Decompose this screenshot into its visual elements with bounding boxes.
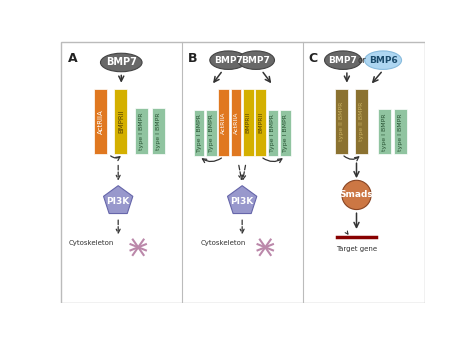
Text: BMPRII: BMPRII: [258, 112, 263, 133]
Text: BMP7: BMP7: [106, 58, 137, 68]
Text: Smads: Smads: [340, 190, 374, 199]
Bar: [394, 109, 407, 154]
Text: Target gene: Target gene: [336, 246, 377, 252]
Ellipse shape: [237, 51, 274, 70]
Text: B: B: [188, 52, 198, 65]
Text: C: C: [309, 52, 318, 65]
Text: Type I BMPR: Type I BMPR: [283, 114, 288, 152]
Text: or: or: [358, 56, 366, 65]
Text: BMP7: BMP7: [242, 56, 271, 65]
Text: type I BMPR: type I BMPR: [139, 112, 144, 150]
Text: Type I BMPR: Type I BMPR: [271, 114, 275, 152]
Text: ActRIIA: ActRIIA: [221, 112, 226, 134]
Bar: [267, 110, 278, 157]
Ellipse shape: [210, 51, 247, 70]
Text: BMP7: BMP7: [214, 56, 243, 65]
Text: ActRIIA: ActRIIA: [98, 109, 104, 134]
Text: type I BMPR: type I BMPR: [156, 112, 161, 150]
Bar: [114, 89, 128, 154]
Text: PI3K: PI3K: [230, 196, 254, 206]
Bar: [231, 89, 241, 157]
Polygon shape: [103, 186, 133, 213]
Bar: [378, 109, 391, 154]
Ellipse shape: [365, 51, 401, 70]
Text: Cytoskeleton: Cytoskeleton: [201, 240, 246, 247]
Bar: [194, 110, 204, 157]
Text: type I BMPR: type I BMPR: [398, 113, 403, 150]
Text: Type I BMPR: Type I BMPR: [197, 114, 201, 152]
Bar: [206, 110, 217, 157]
Text: ActRIIA: ActRIIA: [234, 112, 238, 134]
Polygon shape: [228, 186, 257, 213]
Bar: [356, 89, 368, 154]
Ellipse shape: [325, 51, 362, 70]
Bar: [243, 89, 254, 157]
Bar: [152, 108, 165, 154]
Text: A: A: [68, 52, 78, 65]
Text: BMPRII: BMPRII: [118, 109, 124, 133]
Text: PI3K: PI3K: [107, 196, 130, 206]
Bar: [94, 89, 108, 154]
Bar: [335, 89, 348, 154]
Text: BMPRII: BMPRII: [246, 112, 251, 133]
Text: BMP7: BMP7: [328, 56, 357, 65]
Bar: [219, 89, 229, 157]
Bar: [135, 108, 148, 154]
Bar: [255, 89, 266, 157]
Circle shape: [342, 180, 371, 210]
Bar: [280, 110, 291, 157]
Text: Cytoskeleton: Cytoskeleton: [68, 240, 113, 247]
Text: type II BMPR: type II BMPR: [359, 102, 365, 141]
Ellipse shape: [100, 53, 142, 72]
Text: type II BMPR: type II BMPR: [339, 102, 345, 141]
Text: Type I BMPR: Type I BMPR: [209, 114, 214, 152]
Text: type I BMPR: type I BMPR: [382, 113, 387, 150]
Text: BMP6: BMP6: [369, 56, 397, 65]
